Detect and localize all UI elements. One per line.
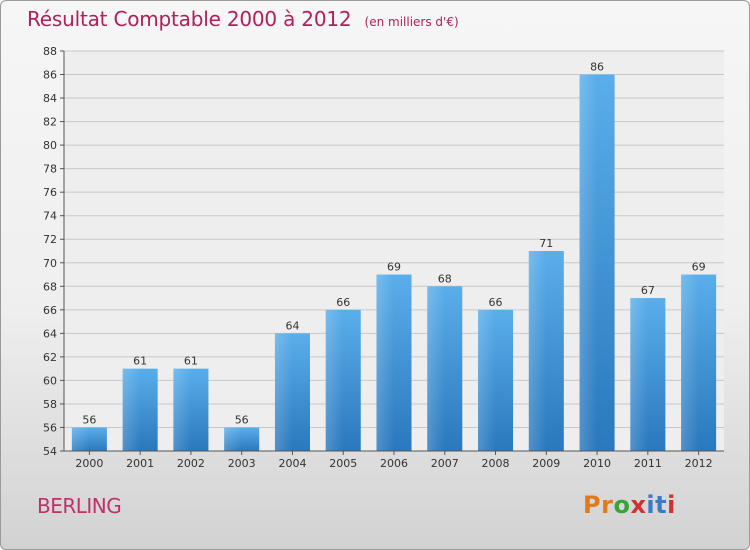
brand-letter: t — [655, 491, 668, 519]
y-tick-label: 62 — [43, 351, 57, 364]
y-tick-label: 84 — [43, 92, 57, 105]
y-tick-label: 54 — [43, 445, 57, 458]
bar-highlight — [478, 309, 496, 451]
bar-value-label: 66 — [489, 296, 503, 309]
x-tick-label: 2003 — [228, 457, 256, 470]
x-tick-label: 2005 — [329, 457, 357, 470]
brand-letter: r — [601, 491, 614, 519]
bar-highlight — [325, 309, 344, 451]
x-tick-label: 2004 — [278, 457, 306, 470]
y-tick-label: 56 — [43, 421, 57, 434]
y-axis: 54 56 58 60 62 64 66 68 70 72 74 76 78 80 82 84 86 88 — [43, 45, 65, 458]
x-tick-label: 2002 — [177, 457, 205, 470]
bars: 56 61 61 56 64 66 69 68 66 71 86 67 69 — [71, 61, 717, 451]
y-tick-label: 88 — [43, 45, 57, 58]
y-tick-label: 64 — [43, 327, 57, 340]
x-tick-label: 2007 — [431, 457, 459, 470]
title-row: Résultat Comptable 2000 à 2012 (en milli… — [27, 7, 459, 31]
bar-value-label: 66 — [336, 296, 350, 309]
bar-highlight — [376, 274, 394, 451]
y-tick-label: 72 — [43, 233, 57, 246]
y-tick-label: 58 — [43, 398, 57, 411]
x-tick-label: 2008 — [482, 457, 510, 470]
x-tick-label: 2000 — [75, 457, 103, 470]
y-tick-label: 86 — [43, 69, 57, 82]
bar-value-label: 69 — [692, 261, 706, 274]
y-tick-label: 80 — [43, 139, 57, 152]
x-tick-label: 2001 — [126, 457, 154, 470]
bar-highlight — [427, 286, 445, 451]
bar-value-label: 67 — [641, 284, 655, 297]
chart-subtitle: (en milliers d'€) — [364, 15, 459, 29]
chart-title: Résultat Comptable 2000 à 2012 — [27, 7, 352, 31]
bar-highlight — [122, 368, 141, 451]
brand-logo: Proxiti — [583, 491, 676, 519]
x-tick-label: 2010 — [583, 457, 611, 470]
y-tick-label: 66 — [43, 304, 57, 317]
brand-letter: P — [583, 491, 602, 519]
bar-highlight — [579, 74, 598, 451]
y-tick-label: 60 — [43, 374, 57, 387]
bar-value-label: 61 — [133, 355, 147, 368]
x-tick-label: 2011 — [634, 457, 662, 470]
bar-value-label: 61 — [184, 355, 198, 368]
y-tick-label: 74 — [43, 210, 57, 223]
place-name: BERLING — [37, 494, 122, 518]
bar-value-label: 56 — [82, 413, 96, 426]
x-tick-label: 2006 — [380, 457, 408, 470]
y-tick-label: 68 — [43, 280, 57, 293]
bar-value-label: 64 — [285, 319, 299, 332]
x-axis: 2000 2001 2002 2003 2004 2005 2006 2007 2008 2009… — [64, 450, 724, 470]
y-tick-label: 78 — [43, 163, 57, 176]
bar-highlight — [71, 427, 90, 451]
bar-highlight — [274, 333, 293, 451]
y-tick-label: 70 — [43, 257, 57, 270]
x-tick-label: 2009 — [532, 457, 560, 470]
bar-value-label: 86 — [590, 61, 604, 74]
bar-highlight — [224, 427, 242, 451]
bar-value-label: 56 — [235, 413, 249, 426]
bar-value-label: 71 — [539, 237, 553, 250]
x-tick-label: 2012 — [685, 457, 713, 470]
bar-highlight — [630, 298, 648, 451]
bar-value-label: 69 — [387, 261, 401, 274]
brand-letter: i — [646, 491, 656, 519]
y-tick-label: 76 — [43, 186, 57, 199]
brand-letter: o — [613, 491, 631, 519]
bar-value-label: 68 — [438, 272, 452, 285]
bar-highlight — [173, 368, 191, 451]
brand-letter: i — [667, 491, 676, 519]
bar-highlight — [528, 251, 547, 451]
bar-highlight — [681, 274, 699, 451]
brand-letter: x — [630, 491, 647, 519]
y-tick-label: 82 — [43, 116, 57, 129]
